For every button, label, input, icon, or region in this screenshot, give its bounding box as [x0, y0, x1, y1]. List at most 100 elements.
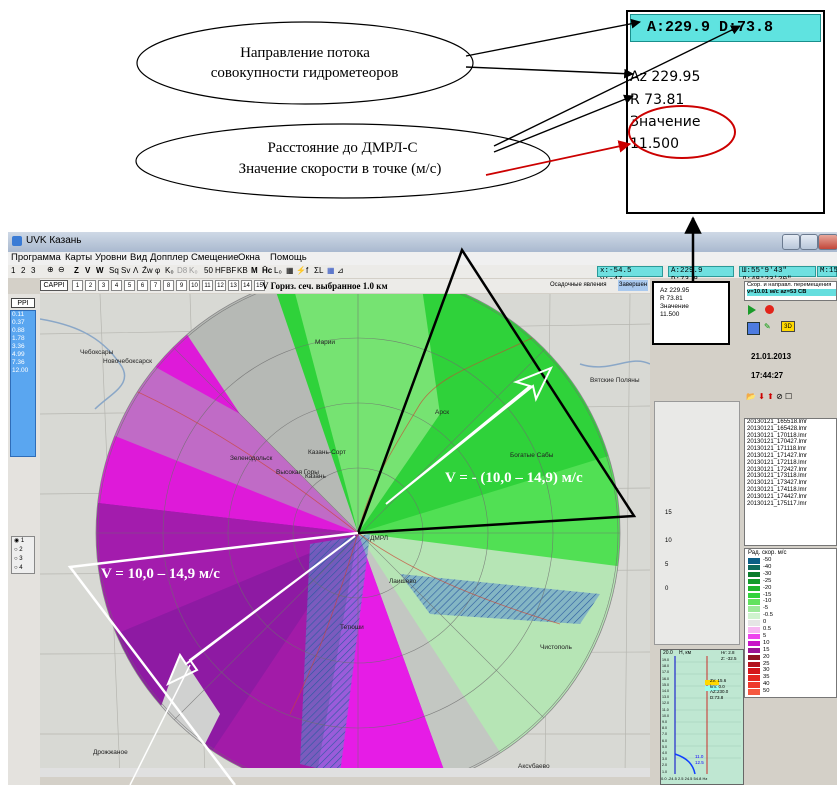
list-item[interactable]: 20130121_170118.lmr: [747, 432, 807, 439]
ppi-level[interactable]: 7.36: [12, 359, 25, 366]
menu-view[interactable]: Вид: [130, 252, 148, 263]
tool-f[interactable]: f: [306, 266, 309, 275]
finish-tag[interactable]: Завершен: [618, 280, 648, 291]
cappi-button[interactable]: CAPPI: [40, 280, 68, 291]
tool-d8[interactable]: D8: [177, 266, 188, 275]
tool-lambda[interactable]: Λ: [133, 266, 139, 275]
tool-z[interactable]: Z: [74, 266, 79, 275]
ppi-level[interactable]: 3.36: [12, 343, 25, 350]
list-item[interactable]: 20130121_174427.lmr: [747, 493, 808, 500]
level-6[interactable]: 6: [137, 280, 148, 291]
tool-3[interactable]: 3: [31, 266, 36, 275]
precip-tag[interactable]: Осадочные явления: [550, 282, 607, 288]
menu-shift[interactable]: Смещение: [191, 252, 239, 263]
tool-lightning-icon[interactable]: ⚡: [296, 266, 306, 275]
wand-icon[interactable]: ✎: [764, 322, 771, 331]
map-subbar: CAPPI 1 2 3 4 5 6 7 8 9 10 11 12 13 14 1…: [40, 279, 650, 293]
ppi-button[interactable]: PPI: [11, 298, 35, 308]
menu-levels[interactable]: Уровни: [95, 252, 127, 263]
ppi-levels-list[interactable]: 0.11 0.37 0.88 1.78 3.36 4.99 7.36 12.00: [10, 310, 36, 457]
level-9[interactable]: 9: [176, 280, 187, 291]
level-11[interactable]: 11: [202, 280, 213, 291]
list-item[interactable]: 20130121_165428.lmr: [747, 425, 808, 432]
maximize-button[interactable]: [800, 234, 818, 250]
3d-button[interactable]: 3D: [781, 321, 795, 332]
tool-sigma[interactable]: ΣL: [314, 266, 324, 275]
map-scrollbar[interactable]: [40, 768, 650, 777]
list-item[interactable]: 20130121_165518.lmr: [747, 419, 808, 425]
folder-icon[interactable]: 📂: [746, 392, 756, 401]
level-12[interactable]: 12: [215, 280, 226, 291]
level-15[interactable]: 15: [254, 280, 265, 291]
radio-2[interactable]: ○ 2: [14, 547, 23, 553]
file-list[interactable]: 20130121_165518.lmr 20130121_165428.lmr …: [744, 418, 837, 546]
level-4[interactable]: 4: [111, 280, 122, 291]
tool-bf[interactable]: BF: [226, 266, 237, 275]
ppi-level[interactable]: 0.37: [12, 319, 25, 326]
checkbox-icon[interactable]: ☐: [785, 392, 793, 401]
close-button[interactable]: [818, 234, 837, 250]
ppi-level[interactable]: 1.78: [12, 335, 25, 342]
tool-phi[interactable]: φ: [155, 266, 161, 275]
level-14[interactable]: 14: [241, 280, 252, 291]
tool-hc[interactable]: H̄c: [262, 266, 273, 275]
zoom-out-icon[interactable]: ⊖: [58, 265, 65, 274]
level-8[interactable]: 8: [163, 280, 174, 291]
menu-maps[interactable]: Карты: [65, 252, 93, 263]
tool-grid-icon[interactable]: ▦: [286, 266, 294, 275]
level-1[interactable]: 1: [72, 280, 83, 291]
ppi-level[interactable]: 12.00: [12, 367, 29, 374]
tool-2[interactable]: 2: [21, 266, 26, 275]
tool-50[interactable]: 50: [204, 266, 213, 275]
list-item[interactable]: 20130121_172427.lmr: [747, 466, 808, 473]
list-item[interactable]: 20130121_175117.lmr: [747, 500, 807, 507]
tool-table-icon[interactable]: ▦: [327, 266, 335, 275]
delete-icon[interactable]: ⊘: [776, 392, 783, 401]
tool-triangle-icon[interactable]: ⊿: [337, 266, 344, 275]
play-icon[interactable]: [748, 305, 756, 315]
minimize-button[interactable]: [782, 234, 800, 250]
list-item[interactable]: 20130121_174118.lmr: [747, 486, 807, 493]
tool-k0[interactable]: K₀: [165, 266, 174, 275]
list-item[interactable]: 20130121_172118.lmr: [747, 459, 807, 466]
list-item[interactable]: 20130121_173427.lmr: [747, 480, 808, 487]
level-3[interactable]: 3: [98, 280, 109, 291]
tool-hf[interactable]: HF: [215, 266, 226, 275]
menu-help[interactable]: Помощь: [270, 252, 307, 263]
down-arrow-icon[interactable]: ⬇: [758, 392, 765, 401]
record-icon[interactable]: [765, 305, 774, 314]
tool-m[interactable]: M: [251, 266, 258, 275]
radio-4[interactable]: ○ 4: [14, 565, 23, 571]
tool-1[interactable]: 1: [11, 266, 16, 275]
list-item[interactable]: 20130121_173118.lmr: [747, 473, 807, 480]
zoom-in-icon[interactable]: ⊕: [47, 265, 54, 274]
level-2[interactable]: 2: [85, 280, 96, 291]
radio-1[interactable]: ◉ 1: [14, 538, 25, 544]
level-7[interactable]: 7: [150, 280, 161, 291]
level-5[interactable]: 5: [124, 280, 135, 291]
tool-w[interactable]: W: [96, 266, 104, 275]
ppi-level[interactable]: 0.11: [12, 311, 25, 318]
tool-kb[interactable]: KB: [237, 266, 248, 275]
level-13[interactable]: 13: [228, 280, 239, 291]
export-icon[interactable]: [747, 322, 760, 335]
radio-3[interactable]: ○ 3: [14, 556, 23, 562]
radar-map-svg[interactable]: Марии Чебоксары Новочебоксарск Высокая Г…: [40, 294, 650, 777]
tool-l0[interactable]: L₀: [274, 266, 282, 275]
ppi-level[interactable]: 4.99: [12, 351, 25, 358]
menu-program[interactable]: Программа: [11, 252, 61, 263]
radar-map[interactable]: Марии Чебоксары Новочебоксарск Высокая Г…: [40, 294, 650, 777]
tool-sq[interactable]: Sq: [109, 266, 119, 275]
tool-v[interactable]: V: [85, 266, 91, 275]
up-arrow-icon[interactable]: ⬆: [767, 392, 774, 401]
list-item[interactable]: 20130121_171118.lmr: [747, 446, 807, 453]
list-item[interactable]: 20130121_170427.lmr: [747, 439, 808, 446]
tool-zw[interactable]: Z̄w: [142, 266, 153, 275]
list-item[interactable]: 20130121_171427.lmr: [747, 452, 808, 459]
menu-doppler[interactable]: Допплер: [150, 252, 189, 263]
tool-k0b[interactable]: K₀: [189, 266, 198, 275]
tool-sv[interactable]: Sv: [121, 266, 131, 275]
ppi-level[interactable]: 0.88: [12, 327, 25, 334]
menu-windows[interactable]: Окна: [238, 252, 261, 263]
level-10[interactable]: 10: [189, 280, 200, 291]
